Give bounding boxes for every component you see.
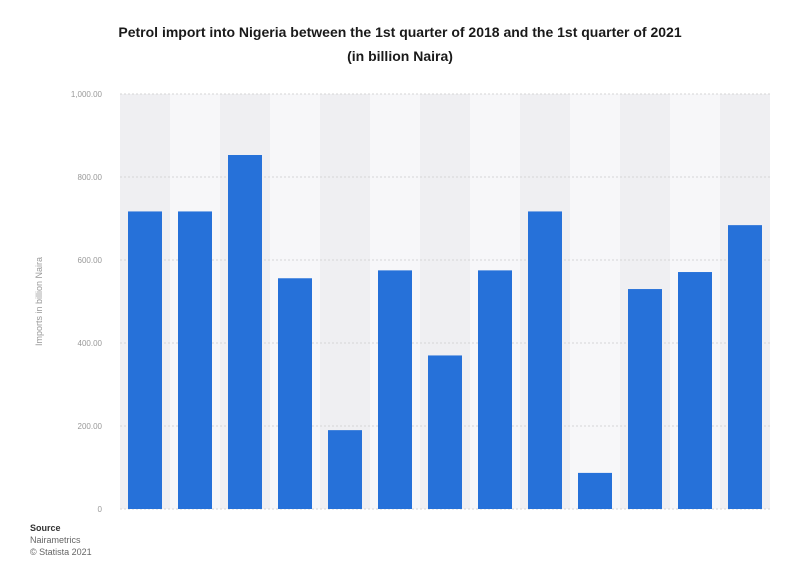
bar [428, 355, 462, 509]
source-line2: © Statista 2021 [30, 547, 92, 557]
bar [228, 155, 262, 509]
chart-title-line1: Petrol import into Nigeria between the 1… [118, 24, 682, 40]
source-block: Source Nairametrics © Statista 2021 [30, 522, 92, 558]
bar [478, 270, 512, 509]
source-line1: Nairametrics [30, 535, 81, 545]
y-tick-label: 800.00 [78, 173, 103, 182]
bar [678, 272, 712, 509]
chart-title: Petrol import into Nigeria between the 1… [0, 20, 800, 68]
bar [628, 289, 662, 509]
y-tick-label: 0 [98, 505, 103, 514]
bar [378, 270, 412, 509]
bar [528, 211, 562, 509]
chart-title-line2: (in billion Naira) [347, 48, 453, 64]
bar [728, 225, 762, 509]
y-tick-label: 400.00 [78, 339, 103, 348]
bar [328, 430, 362, 509]
background-band [570, 94, 620, 509]
bar [578, 472, 612, 509]
bar [278, 278, 312, 509]
y-tick-label: 1,000.00 [71, 90, 103, 99]
source-heading: Source [30, 523, 61, 533]
y-tick-label: 600.00 [78, 256, 103, 265]
bar [128, 211, 162, 509]
y-axis-label: Imports in billion Naira [34, 257, 44, 346]
bar [178, 211, 212, 509]
y-tick-label: 200.00 [78, 422, 103, 431]
